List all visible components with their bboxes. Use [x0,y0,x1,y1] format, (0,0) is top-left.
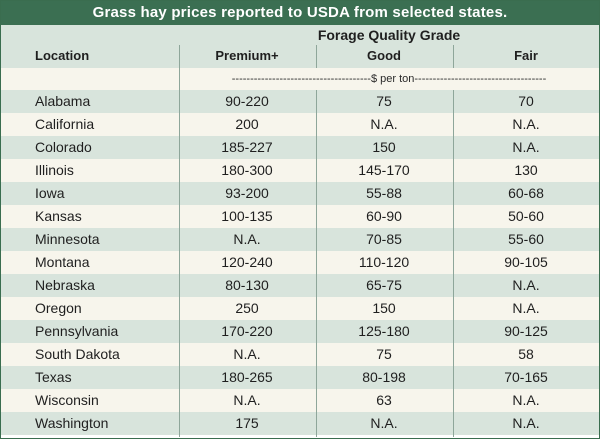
good-cell: 63 [376,392,392,408]
fair-cell: 70 [518,93,534,109]
location-cell: Colorado [35,139,92,155]
good-cell: 70-85 [366,231,402,247]
premium-cell: 185-227 [221,139,273,155]
good-cell: 110-120 [358,254,410,270]
premium-cell: 93-200 [225,185,269,201]
location-cell: Montana [35,254,90,270]
column-divider [453,45,454,68]
location-cell: Washington [35,415,109,431]
table-row: Washington 175 N.A. N.A. [1,412,599,435]
fair-cell: 55-60 [508,231,544,247]
fair-cell: 70-165 [504,369,548,385]
location-cell: Nebraska [35,277,95,293]
good-cell: 75 [376,93,392,109]
table-header: Forage Quality Grade Location Premium+ G… [1,25,599,68]
premium-cell: N.A. [233,346,261,362]
fair-cell: N.A. [512,139,540,155]
good-cell: 65-75 [366,277,402,293]
good-cell: 55-88 [366,185,402,201]
table-row: Texas 180-265 80-198 70-165 [1,366,599,389]
table-row: Oregon 250 150 N.A. [1,297,599,320]
good-cell: 145-170 [358,162,410,178]
premium-cell: N.A. [233,231,261,247]
location-cell: Illinois [35,162,74,178]
fair-cell: 90-125 [504,323,548,339]
table-row: Pennsylvania 170-220 125-180 90-125 [1,320,599,343]
premium-cell: 100-135 [221,208,273,224]
location-cell: Oregon [35,300,82,316]
table-row: Colorado 185-227 150 N.A. [1,136,599,159]
table-title: Grass hay prices reported to USDA from s… [1,1,599,25]
fair-cell: N.A. [512,392,540,408]
column-divider [179,45,180,437]
premium-cell: N.A. [233,392,261,408]
location-cell: Minnesota [35,231,100,247]
location-cell: Texas [35,369,72,385]
location-cell: Kansas [35,208,82,224]
fair-header: Fair [514,48,538,63]
premium-header: Premium+ [215,48,279,63]
column-divider [316,45,317,68]
fair-cell: 58 [518,346,534,362]
premium-cell: 120-240 [221,254,273,270]
fair-cell: N.A. [512,116,540,132]
premium-cell: 250 [235,300,259,316]
table-row: Alabama 90-220 75 70 [1,90,599,113]
table-row: Kansas 100-135 60-90 50-60 [1,205,599,228]
fair-cell: N.A. [512,300,540,316]
unit-label: --------------------------------------$ … [231,73,547,85]
good-cell: 80-198 [362,369,406,385]
fair-cell: 50-60 [508,208,544,224]
good-cell: N.A. [370,116,398,132]
table-row: Minnesota N.A. 70-85 55-60 [1,228,599,251]
table-row: Wisconsin N.A. 63 N.A. [1,389,599,412]
premium-cell: 180-265 [221,369,273,385]
good-cell: 125-180 [358,323,410,339]
location-cell: California [35,116,95,132]
fair-cell: N.A. [512,277,540,293]
location-cell: Pennsylvania [35,323,119,339]
column-divider [453,90,454,437]
unit-row: --------------------------------------$ … [1,68,599,90]
good-cell: 150 [372,139,396,155]
table-row: Iowa 93-200 55-88 60-68 [1,182,599,205]
good-cell: 60-90 [366,208,402,224]
table-row: California 200 N.A. N.A. [1,113,599,136]
grade-header: Forage Quality Grade [317,27,461,43]
fair-cell: 60-68 [508,185,544,201]
premium-cell: 180-300 [221,162,273,178]
good-cell: 75 [376,346,392,362]
table-row: Montana 120-240 110-120 90-105 [1,251,599,274]
table-row: South Dakota N.A. 75 58 [1,343,599,366]
premium-cell: 170-220 [221,323,273,339]
premium-cell: 90-220 [225,93,269,109]
location-cell: South Dakota [35,346,120,362]
good-header: Good [367,48,401,63]
table-row: Nebraska 80-130 65-75 N.A. [1,274,599,297]
fair-cell: 130 [514,162,538,178]
premium-cell: 80-130 [225,277,269,293]
fair-cell: 90-105 [504,254,548,270]
good-cell: 150 [372,300,396,316]
location-header: Location [35,48,90,63]
good-cell: N.A. [370,415,398,431]
column-divider [316,90,317,437]
table-row: Illinois 180-300 145-170 130 [1,159,599,182]
premium-cell: 175 [235,415,259,431]
premium-cell: 200 [235,116,259,132]
location-cell: Wisconsin [35,392,99,408]
location-cell: Alabama [35,93,91,109]
fair-cell: N.A. [512,415,540,431]
location-cell: Iowa [35,185,65,201]
